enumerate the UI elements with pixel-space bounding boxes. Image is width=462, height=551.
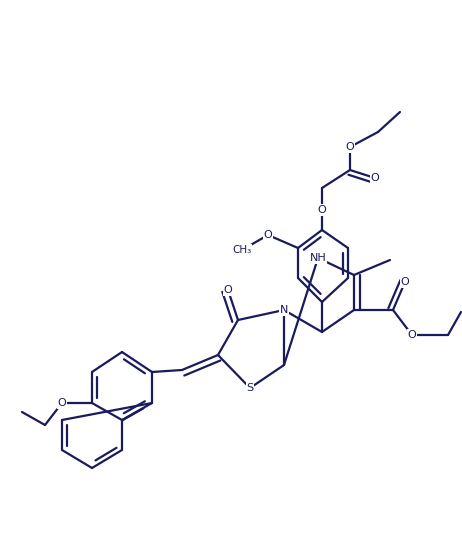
Text: O: O <box>224 285 232 295</box>
Text: O: O <box>58 398 67 408</box>
Text: NH: NH <box>310 253 326 263</box>
Text: O: O <box>407 330 416 340</box>
Text: O: O <box>264 230 273 240</box>
Text: N: N <box>280 305 288 315</box>
Text: O: O <box>371 173 379 183</box>
Text: S: S <box>246 383 254 393</box>
Text: O: O <box>318 205 326 215</box>
Text: O: O <box>401 277 409 287</box>
Text: O: O <box>346 142 354 152</box>
Text: CH₃: CH₃ <box>232 245 252 255</box>
